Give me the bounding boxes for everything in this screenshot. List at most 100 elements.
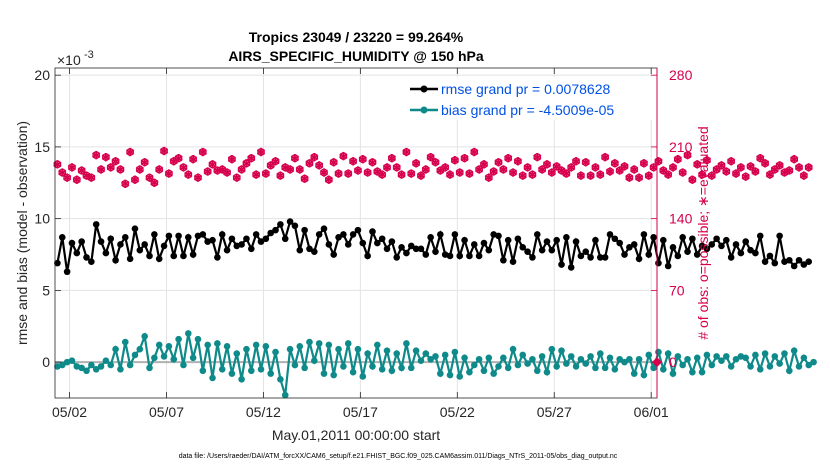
obs-evaluated-marker (184, 170, 193, 179)
data-point (747, 246, 754, 254)
data-point (747, 363, 754, 370)
obs-evaluated-marker (271, 157, 280, 166)
data-point (660, 366, 667, 373)
data-point (563, 360, 570, 367)
data-point (587, 254, 594, 261)
data-point (427, 355, 434, 363)
obs-evaluated-marker (155, 165, 164, 174)
data-point (616, 355, 623, 363)
data-point (286, 218, 294, 225)
obs-evaluated-marker (441, 163, 450, 172)
data-point (330, 251, 338, 258)
data-point (388, 238, 396, 245)
data-point (529, 355, 536, 363)
data-point (151, 354, 158, 362)
data-point (689, 235, 696, 243)
obs-evaluated-marker (586, 171, 595, 180)
obs-evaluated-marker (673, 155, 682, 164)
data-point (495, 232, 502, 240)
data-point (708, 241, 716, 248)
data-point (509, 345, 517, 353)
data-point (107, 235, 115, 243)
data-point (635, 255, 643, 263)
data-point (693, 354, 701, 362)
data-point (616, 239, 623, 247)
obs-evaluated-marker (504, 153, 513, 163)
data-point (723, 236, 730, 244)
data-point (344, 340, 352, 347)
data-point (369, 363, 376, 370)
data-point (669, 244, 677, 251)
data-point (480, 239, 488, 247)
data-point (514, 361, 522, 369)
data-point (776, 360, 783, 367)
data-point (485, 246, 493, 254)
series-3 (53, 146, 813, 189)
data-point (456, 373, 464, 380)
data-point (126, 255, 134, 263)
obs-evaluated-marker (402, 147, 411, 157)
data-point (88, 258, 95, 265)
exponent-base: ×10 (57, 52, 81, 68)
chart-title: Tropics 23049 / 23220 = 99.264% (249, 29, 464, 45)
obs-evaluated-marker (130, 175, 140, 184)
data-point (170, 355, 178, 363)
data-point (73, 249, 81, 257)
data-point (155, 255, 163, 263)
obs-evaluated-marker (315, 161, 324, 170)
data-point (214, 254, 221, 261)
data-point (281, 391, 289, 399)
data-point (655, 348, 662, 356)
obs-evaluated-marker (174, 153, 183, 163)
data-point (218, 366, 226, 373)
obs-evaluated-marker (208, 160, 217, 169)
data-point (374, 239, 381, 247)
obs-evaluated-marker (382, 163, 392, 172)
data-point (475, 252, 483, 260)
data-point (805, 258, 813, 265)
data-point (325, 241, 333, 248)
data-point (58, 234, 66, 241)
data-point (664, 262, 672, 270)
obs-evaluated-marker (630, 165, 639, 174)
data-point (83, 254, 90, 261)
data-point (504, 236, 512, 244)
data-point (567, 353, 575, 360)
obs-evaluated-marker (407, 169, 416, 178)
data-point (136, 246, 144, 254)
obs-evaluated-marker (198, 147, 207, 157)
data-point (374, 341, 381, 349)
obs-evaluated-marker (387, 153, 396, 163)
obs-evaluated-marker (450, 156, 459, 165)
obs-evaluated-marker (349, 157, 358, 166)
data-point (228, 370, 236, 377)
obs-evaluated-marker (702, 156, 712, 165)
data-point (679, 234, 686, 241)
y2-tick-label: 140 (669, 211, 693, 227)
data-point (151, 231, 158, 238)
data-point (349, 231, 357, 238)
obs-evaluated-marker (416, 171, 426, 180)
data-point (437, 231, 444, 238)
data-point (354, 345, 362, 353)
data-point (165, 232, 173, 240)
data-point (480, 367, 488, 375)
data-point (141, 241, 148, 248)
data-point (451, 348, 459, 356)
x-tick-label: 05/27 (537, 404, 572, 420)
data-point (451, 231, 459, 238)
data-point (427, 234, 434, 241)
data-point (78, 238, 85, 245)
data-point (315, 231, 323, 238)
data-point (611, 366, 619, 373)
data-point (732, 241, 740, 248)
obs-evaluated-marker (620, 162, 629, 171)
data-point (718, 242, 725, 250)
data-point (514, 235, 522, 243)
data-point (175, 335, 182, 343)
obs-evaluated-marker (111, 157, 120, 166)
obs-evaluated-marker (596, 170, 605, 179)
y2-tick-label: 0 (669, 354, 677, 370)
data-point (364, 350, 371, 357)
data-point (582, 360, 590, 367)
